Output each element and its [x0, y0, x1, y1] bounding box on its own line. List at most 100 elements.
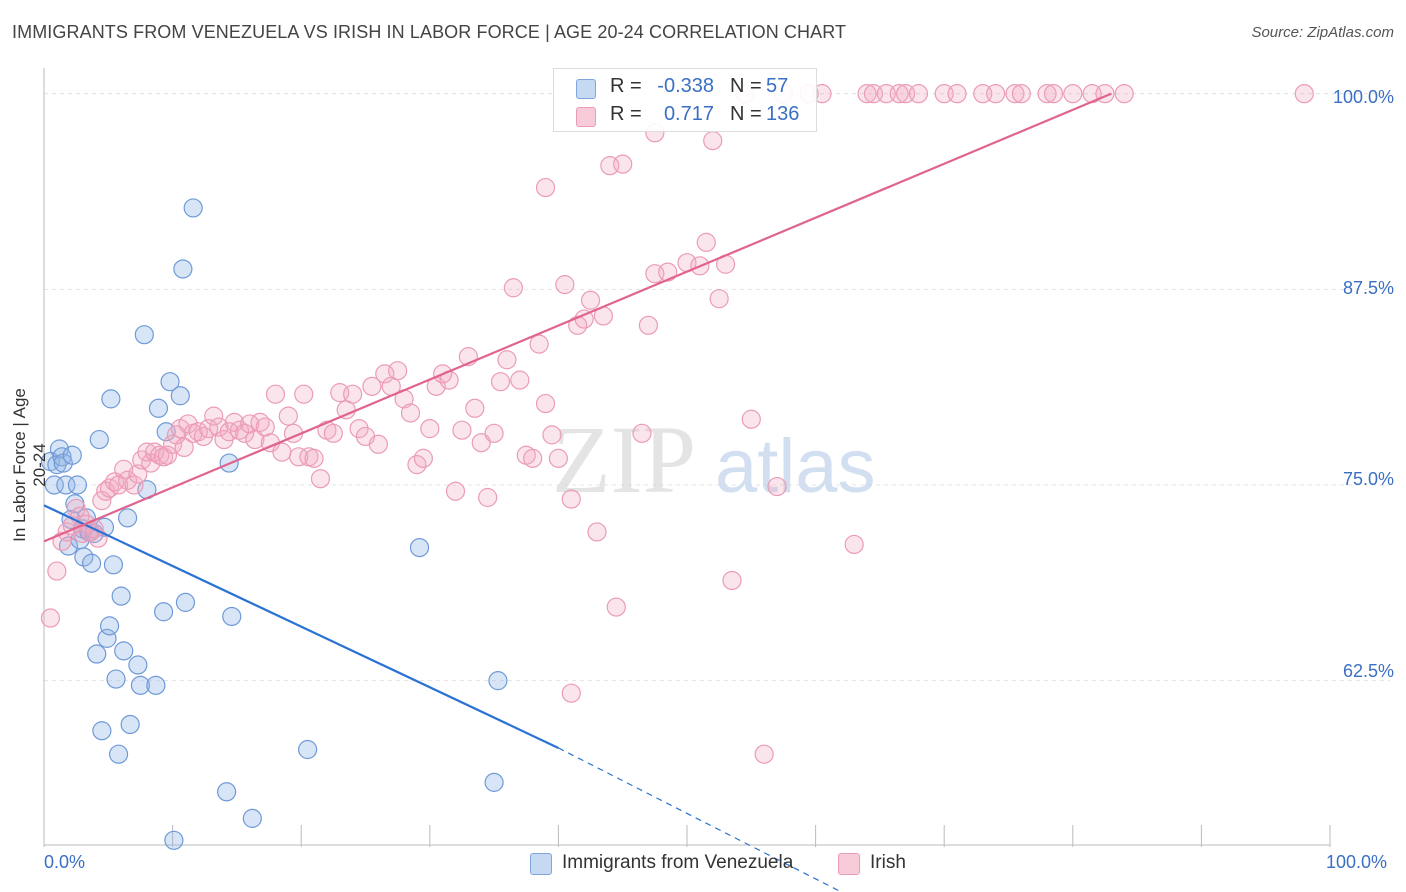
point-irish	[947, 84, 967, 104]
point-irish	[204, 406, 224, 426]
point-venezuela	[146, 675, 166, 695]
bottom-legend-label: Immigrants from Venezuela	[562, 852, 794, 873]
bottom-legend-label: Irish	[870, 852, 906, 873]
point-venezuela	[97, 628, 117, 648]
point-irish	[542, 425, 562, 445]
scatter-points	[40, 84, 1314, 850]
point-venezuela	[101, 389, 121, 409]
point-irish	[709, 289, 729, 309]
point-irish	[613, 154, 633, 174]
point-venezuela	[114, 641, 134, 661]
point-irish	[490, 372, 511, 392]
point-venezuela	[62, 445, 82, 465]
point-venezuela	[128, 655, 148, 675]
y-tick-label: 75.0%	[1342, 469, 1394, 489]
y-tick-label: 62.5%	[1342, 661, 1394, 681]
point-irish	[658, 262, 678, 282]
point-irish	[548, 448, 569, 468]
y-tick-label: 100.0%	[1332, 87, 1394, 107]
point-irish	[362, 376, 382, 396]
point-irish	[272, 442, 292, 462]
point-venezuela	[148, 398, 169, 418]
point-irish	[529, 334, 549, 354]
point-irish	[632, 423, 652, 443]
point-venezuela	[44, 475, 64, 495]
point-venezuela	[103, 555, 124, 575]
point-venezuela	[488, 671, 508, 691]
point-irish	[703, 131, 723, 151]
point-irish	[294, 384, 314, 404]
source-label: Source: ZipAtlas.com	[1251, 24, 1394, 41]
point-irish	[535, 177, 556, 198]
legend: R = -0.338 N = 57 R = 0.717 N = 136	[553, 68, 817, 132]
point-irish	[1043, 84, 1064, 104]
point-irish	[413, 448, 433, 468]
point-venezuela	[56, 475, 76, 495]
point-venezuela	[173, 259, 193, 279]
point-irish	[722, 570, 742, 591]
point-venezuela	[217, 782, 237, 802]
point-venezuela	[170, 386, 190, 406]
legend-n-label: N =	[730, 103, 762, 125]
point-irish	[128, 464, 148, 484]
point-irish	[741, 409, 761, 429]
point-irish	[1037, 84, 1057, 104]
point-venezuela	[87, 644, 107, 664]
axes	[43, 68, 1331, 847]
legend-r-value: 0.717	[663, 103, 714, 125]
bottom-legend-swatch	[530, 853, 552, 875]
watermark-atlas: atlas	[715, 424, 876, 509]
point-irish	[503, 278, 523, 298]
point-irish	[343, 384, 363, 404]
point-irish	[174, 437, 194, 458]
trend-line-venezuela-extension	[558, 747, 842, 892]
point-venezuela	[74, 547, 94, 567]
legend-n-value: 136	[766, 103, 800, 125]
point-irish	[452, 420, 472, 440]
point-irish	[844, 534, 864, 555]
point-irish	[754, 744, 774, 764]
point-irish	[400, 403, 421, 423]
chart-title: IMMIGRANTS FROM VENEZUELA VS IRISH IN LA…	[12, 22, 847, 42]
legend-r-label: R =	[610, 103, 642, 125]
legend-swatch-venezuela	[576, 79, 596, 99]
point-irish	[696, 232, 716, 252]
point-venezuela	[81, 553, 102, 573]
point-irish	[388, 361, 408, 381]
point-irish	[235, 423, 255, 443]
point-irish	[908, 84, 929, 104]
point-venezuela	[92, 721, 112, 741]
point-irish	[535, 393, 556, 414]
point-venezuela	[106, 669, 126, 689]
point-irish	[510, 370, 530, 390]
point-venezuela	[89, 429, 109, 450]
point-venezuela	[108, 744, 129, 764]
point-venezuela	[298, 739, 318, 760]
point-irish	[199, 419, 219, 439]
point-irish	[289, 447, 309, 467]
point-irish	[157, 445, 178, 465]
point-venezuela	[130, 675, 151, 695]
point-venezuela	[175, 592, 196, 612]
point-irish	[114, 459, 134, 479]
point-irish	[638, 315, 659, 335]
point-irish	[1114, 84, 1134, 104]
point-irish	[523, 448, 543, 468]
point-venezuela	[120, 714, 140, 735]
point-irish	[606, 597, 626, 617]
point-irish	[478, 487, 498, 508]
point-irish	[561, 489, 581, 509]
point-irish	[163, 434, 183, 454]
y-tick-label: 87.5%	[1342, 278, 1394, 298]
trend-lines	[43, 92, 1112, 892]
legend-row-venezuela: R = -0.338 N = 57	[554, 73, 816, 101]
point-irish	[209, 417, 229, 437]
point-irish	[1294, 84, 1314, 104]
trend-line-venezuela	[43, 504, 559, 749]
point-venezuela	[164, 830, 184, 850]
watermark: ZIP atlas	[552, 406, 876, 513]
point-irish	[857, 84, 877, 104]
point-irish	[465, 398, 485, 418]
legend-row-irish: R = 0.717 N = 136	[554, 101, 816, 129]
x-tick-label-max: 100.0%	[1326, 852, 1388, 872]
